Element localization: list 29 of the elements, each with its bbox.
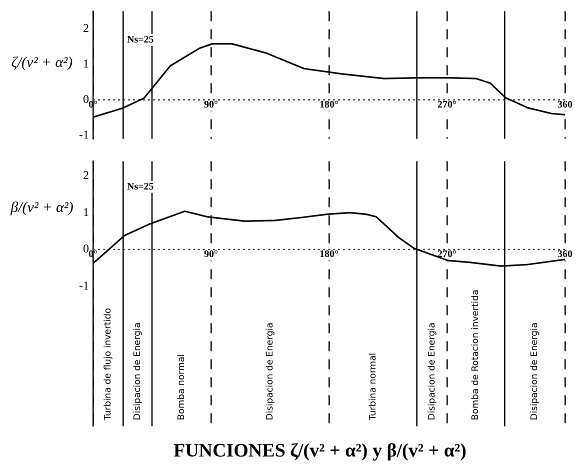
y-tick-label: 2: [82, 21, 89, 36]
x-tick-label: 180°: [320, 249, 338, 260]
y-tick-label: 0: [82, 242, 89, 256]
y-tick-label: -1: [78, 278, 89, 292]
annotation: Turbina normal: [368, 352, 378, 422]
x-tick-label: 90°: [204, 249, 218, 260]
y-axis-title: β/(v² + α²): [10, 200, 74, 217]
y-tick-label: 1: [82, 204, 89, 219]
annotation: Disipacion de Energia: [265, 322, 276, 420]
annotation: Turbina de flujo invertido: [103, 308, 114, 422]
x-tick-label: 360: [558, 99, 572, 110]
y-tick-label: 0: [82, 92, 89, 106]
annotation: Bomba de Rotacion invertida: [471, 290, 482, 420]
y-axis-title: ζ/(v² + α²): [10, 55, 74, 72]
annotation: Disipacion de Energia: [427, 322, 438, 420]
annotation: Ns=25: [126, 34, 154, 46]
y-tick-label: -1: [78, 127, 89, 142]
y-tick-label: 2: [82, 168, 89, 182]
annotation: Disipacion de Energia: [530, 322, 540, 420]
x-tick-label: 270°: [438, 249, 456, 260]
annotation: Disipacion de Energia: [132, 322, 143, 420]
annotation: Bomba normal: [176, 354, 187, 420]
x-tick-label: 360: [558, 249, 572, 260]
text: FUNCIONES ζ/(v² + α²) y β/(v² + α²): [173, 440, 467, 462]
annotation: Ns=25: [126, 182, 154, 192]
x-tick-label: 90°: [204, 99, 218, 110]
y-tick-label: 1: [82, 56, 89, 71]
x-tick-label: 270°: [438, 99, 456, 110]
x-tick-label: 180°: [320, 99, 338, 110]
